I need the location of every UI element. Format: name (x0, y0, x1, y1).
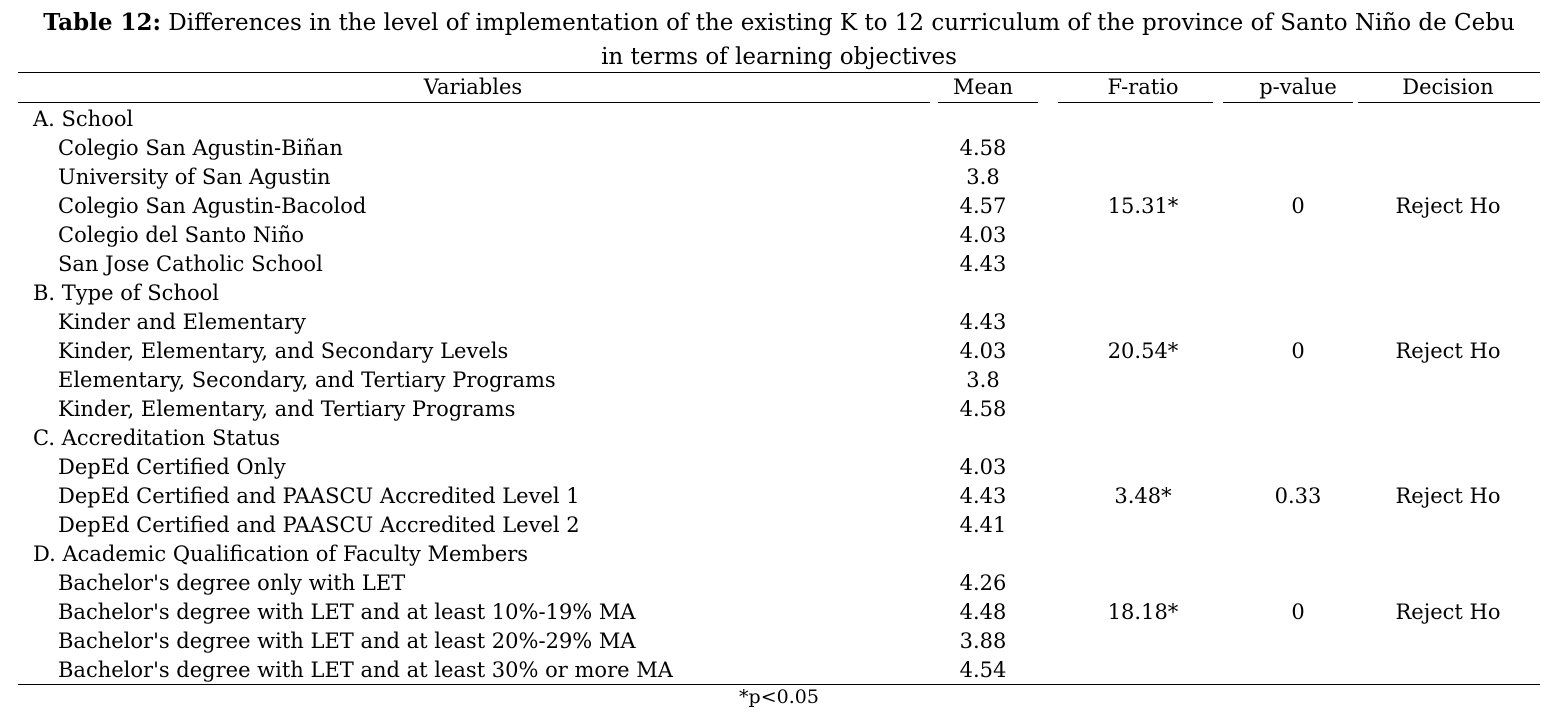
variable-name: Colegio San Agustin-Bacolod (58, 194, 367, 218)
caption-line-2: in terms of learning objectives (601, 44, 957, 70)
table-row: Kinder and Elementary 4.43 (18, 308, 1540, 337)
group-row: C. Accreditation Status (18, 424, 1540, 453)
table-row: Bachelor's degree with LET and at least … (18, 627, 1540, 656)
table-bottom-rule (18, 684, 1540, 685)
variable-name: Bachelor's degree with LET and at least … (58, 629, 636, 653)
table-caption: Table 12: Differences in the level of im… (0, 6, 1558, 74)
mean-value: 4.03 (959, 339, 1007, 363)
mean-value: 4.03 (959, 455, 1007, 479)
caption-label: Table 12: (43, 9, 161, 36)
mean-value: 4.58 (959, 397, 1007, 421)
header-f-ratio: F-ratio (1107, 75, 1179, 99)
table-row: San Jose Catholic School 4.43 (18, 250, 1540, 279)
variable-name: Kinder and Elementary (58, 310, 306, 334)
header-p-value: p-value (1259, 75, 1337, 99)
mean-value: 3.8 (966, 368, 1000, 392)
variable-name: Colegio San Agustin-Biñan (58, 136, 343, 160)
caption-text: Differences in the level of implementati… (161, 10, 1515, 36)
variable-name: San Jose Catholic School (58, 252, 323, 276)
decision-value: Reject Ho (1395, 339, 1501, 363)
variable-name: Bachelor's degree with LET and at least … (58, 600, 636, 624)
table-footnote: *p<0.05 (739, 686, 819, 708)
table-row: Bachelor's degree with LET and at least … (18, 656, 1540, 685)
table-row: Colegio San Agustin-Biñan 4.58 (18, 134, 1540, 163)
variable-name: Bachelor's degree only with LET (58, 571, 406, 595)
mean-value: 4.41 (959, 513, 1007, 537)
mean-value: 4.57 (959, 194, 1007, 218)
group-row: D. Academic Qualification of Faculty Mem… (18, 540, 1540, 569)
group-row: A. School (18, 105, 1540, 134)
table-row: Bachelor's degree with LET and at least … (18, 598, 1540, 627)
f-ratio-value: 15.31* (1107, 194, 1179, 218)
group-title: D. Academic Qualification of Faculty Mem… (33, 542, 529, 566)
f-ratio-value: 3.48* (1114, 484, 1172, 508)
header-rule-p-value (1223, 102, 1353, 103)
variable-name: Elementary, Secondary, and Tertiary Prog… (58, 368, 556, 392)
table-row: University of San Agustin 3.8 (18, 163, 1540, 192)
mean-value: 4.48 (959, 600, 1007, 624)
mean-value: 4.43 (959, 484, 1007, 508)
f-ratio-value: 20.54* (1107, 339, 1179, 363)
p-value-value: 0 (1291, 600, 1305, 624)
variable-name: Kinder, Elementary, and Tertiary Program… (58, 397, 516, 421)
table-row: Elementary, Secondary, and Tertiary Prog… (18, 366, 1540, 395)
header-variables: Variables (423, 75, 523, 99)
table-row: Kinder, Elementary, and Tertiary Program… (18, 395, 1540, 424)
p-value-value: 0 (1291, 194, 1305, 218)
variable-name: DepEd Certified Only (58, 455, 286, 479)
decision-value: Reject Ho (1395, 484, 1501, 508)
header-rule-decision (1358, 102, 1540, 103)
table-row: Colegio San Agustin-Bacolod 4.57 (18, 192, 1540, 221)
header-mean: Mean (953, 75, 1013, 99)
mean-value: 4.03 (959, 223, 1007, 247)
table-header-row: Variables Mean F-ratio p-value Decision (18, 73, 1540, 102)
table-row: Colegio del Santo Niño 4.03 (18, 221, 1540, 250)
variable-name: DepEd Certified and PAASCU Accredited Le… (58, 484, 580, 508)
f-ratio-value: 18.18* (1107, 600, 1179, 624)
p-value-value: 0 (1291, 339, 1305, 363)
group-title: B. Type of School (33, 281, 219, 305)
decision-value: Reject Ho (1395, 600, 1501, 624)
header-rule-variables (18, 102, 930, 103)
table-row: DepEd Certified Only 4.03 (18, 453, 1540, 482)
table-row: DepEd Certified and PAASCU Accredited Le… (18, 511, 1540, 540)
group-row: B. Type of School (18, 279, 1540, 308)
header-rule-mean (938, 102, 1038, 103)
table-row: Kinder, Elementary, and Secondary Levels… (18, 337, 1540, 366)
table-top-rule (18, 72, 1540, 73)
header-rule-f-ratio (1058, 102, 1213, 103)
group-title: A. School (33, 107, 134, 131)
mean-value: 3.88 (959, 629, 1007, 653)
mean-value: 4.43 (959, 310, 1007, 334)
caption-line-1: Table 12: Differences in the level of im… (0, 6, 1558, 40)
variable-name: University of San Agustin (58, 165, 331, 189)
mean-value: 4.54 (959, 658, 1007, 682)
table-row: Bachelor's degree only with LET 4.26 (18, 569, 1540, 598)
variable-name: Bachelor's degree with LET and at least … (58, 658, 673, 682)
p-value-value: 0.33 (1274, 484, 1322, 508)
variable-name: Kinder, Elementary, and Secondary Levels (58, 339, 509, 363)
decision-value: Reject Ho (1395, 194, 1501, 218)
table-row: DepEd Certified and PAASCU Accredited Le… (18, 482, 1540, 511)
variable-name: DepEd Certified and PAASCU Accredited Le… (58, 513, 580, 537)
variable-name: Colegio del Santo Niño (58, 223, 305, 247)
mean-value: 3.8 (966, 165, 1000, 189)
mean-value: 4.43 (959, 252, 1007, 276)
mean-value: 4.26 (959, 571, 1007, 595)
group-title: C. Accreditation Status (33, 426, 281, 450)
header-decision: Decision (1402, 75, 1494, 99)
mean-value: 4.58 (959, 136, 1007, 160)
